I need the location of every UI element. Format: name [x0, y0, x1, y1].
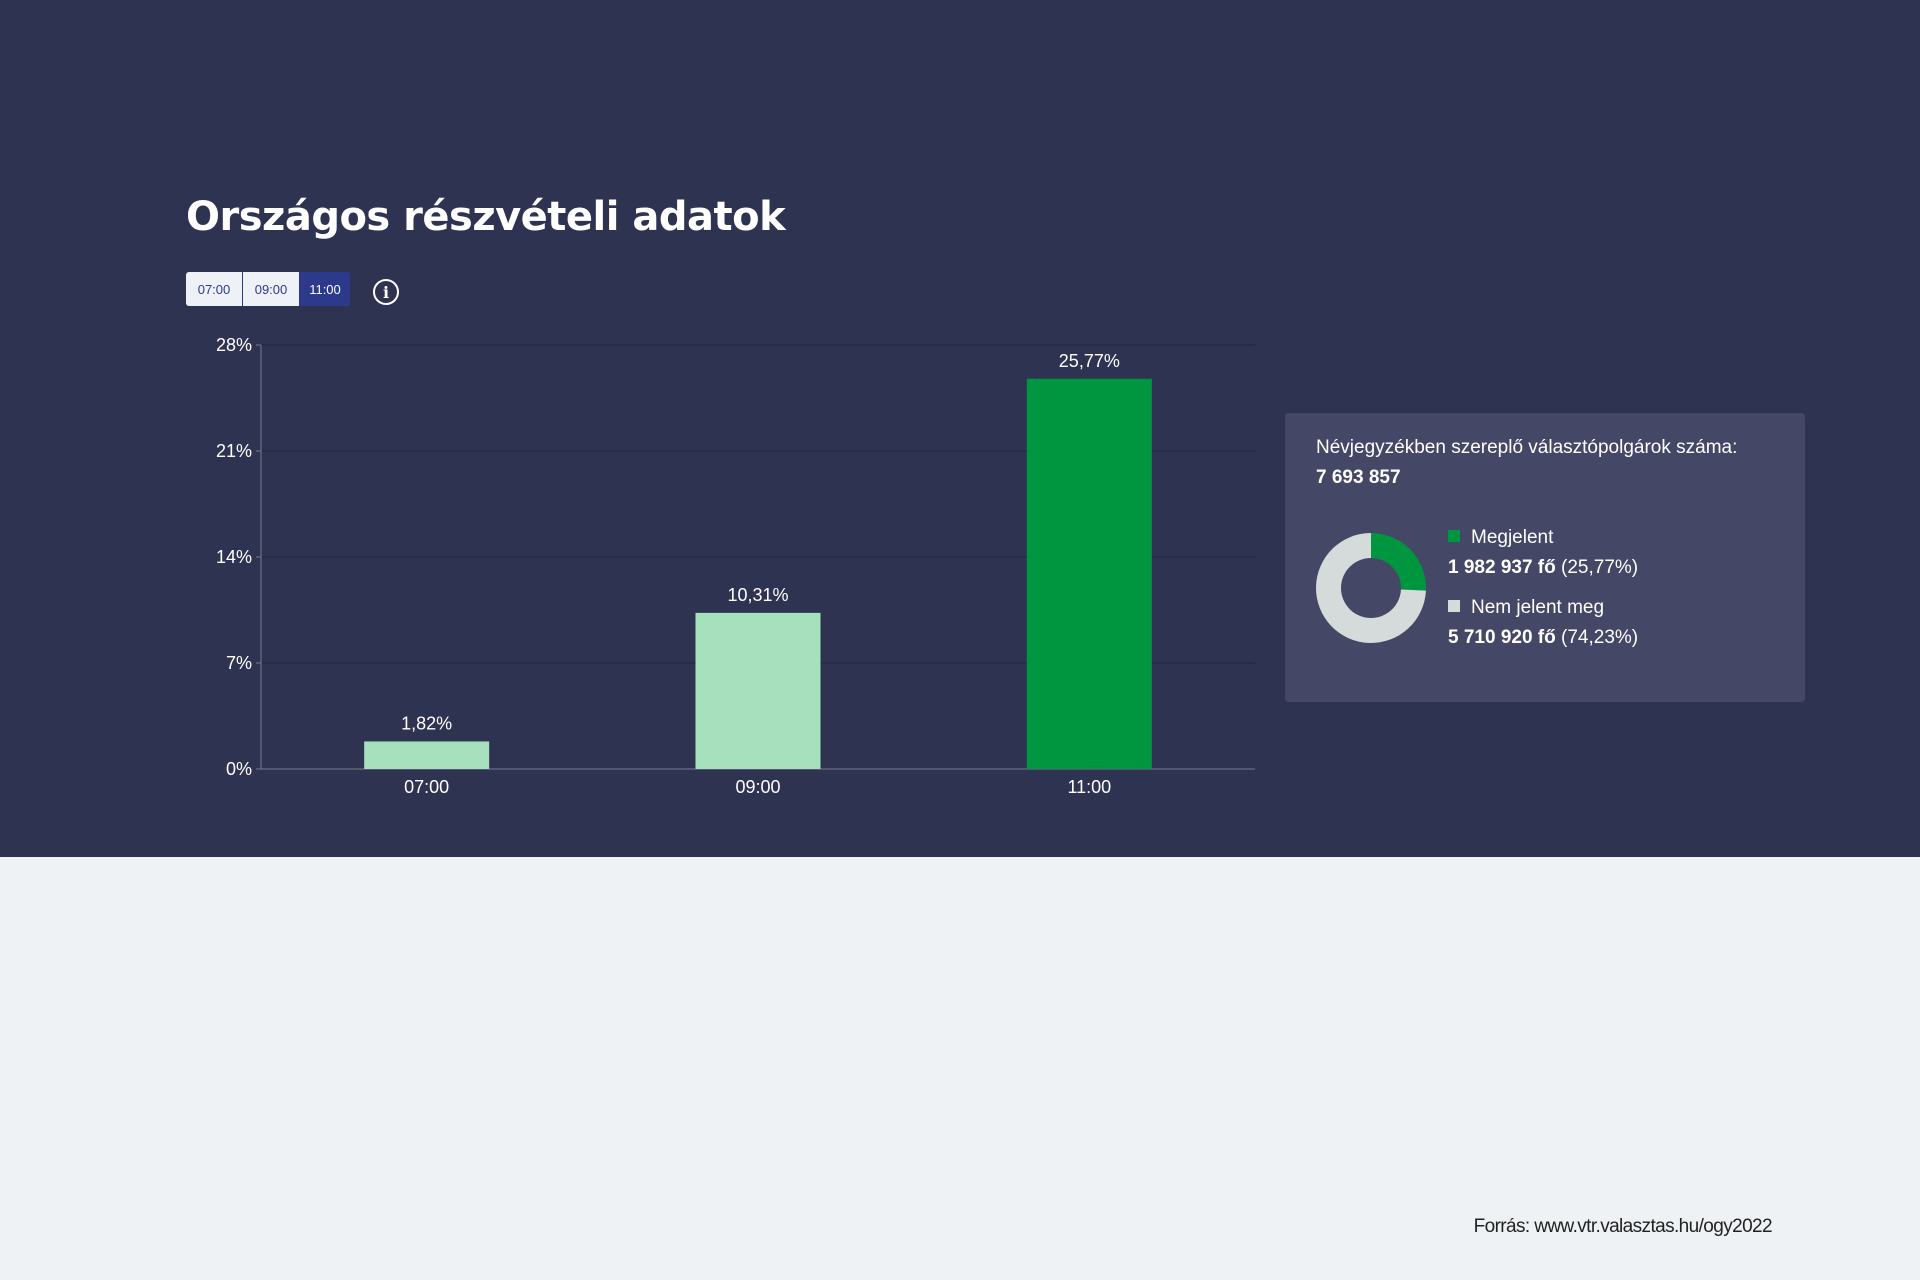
- donut-slice-0: [1371, 533, 1426, 591]
- data-label: 1,82%: [401, 713, 452, 733]
- turnout-donut: [1316, 533, 1426, 643]
- y-tick-label: 21%: [216, 441, 252, 461]
- legend-count: 1 982 937 fő: [1448, 557, 1556, 578]
- info-circle-icon[interactable]: i: [373, 279, 399, 305]
- x-tick-label: 09:00: [735, 777, 780, 797]
- legend-count: 5 710 920 fő: [1448, 627, 1556, 648]
- source-note: Forrás: www.vtr.valasztas.hu/ogy2022: [1473, 1216, 1773, 1237]
- y-tick-label: 14%: [216, 547, 252, 567]
- y-tick-label: 7%: [226, 653, 252, 673]
- y-tick-label: 28%: [216, 335, 252, 355]
- bar-0700: [364, 741, 490, 769]
- bar-1100: [1026, 378, 1152, 769]
- time-selector: 07:00 09:00 11:00: [186, 272, 350, 306]
- data-label: 10,31%: [727, 585, 788, 605]
- x-tick-label: 11:00: [1067, 777, 1111, 797]
- page-title: Országos részvételi adatok: [186, 194, 786, 240]
- legend-name: Megjelent: [1471, 527, 1554, 548]
- legend-voted: Megjelent 1 982 937 fő (25,77%): [1448, 527, 1638, 579]
- legend-pct: (25,77%): [1561, 557, 1639, 578]
- x-tick-label: 07:00: [404, 777, 449, 797]
- legend-name: Nem jelent meg: [1471, 597, 1605, 618]
- legend-not-voted: Nem jelent meg 5 710 920 fő (74,23%): [1448, 597, 1638, 649]
- voters-card: Névjegyzékben szereplő választópolgárok …: [1285, 413, 1805, 702]
- data-label: 25,77%: [1059, 351, 1120, 371]
- time-button-0700[interactable]: 07:00: [186, 272, 243, 306]
- time-button-0900[interactable]: 09:00: [243, 272, 300, 306]
- legend-pct: (74,23%): [1561, 627, 1639, 648]
- legend-swatch-voted: [1448, 530, 1460, 542]
- voters-label: Névjegyzékben szereplő választópolgárok …: [1316, 437, 1738, 458]
- voters-total: 7 693 857: [1316, 467, 1401, 488]
- legend-swatch-not-voted: [1448, 600, 1460, 612]
- donut-slice-1: [1316, 533, 1426, 643]
- turnout-bar-chart: 0% 7% 14% 21% 28% 1,82% 07:00 10,31% 09:00 25,77%…: [216, 335, 1255, 797]
- bar-0900: [695, 612, 821, 769]
- time-button-1100[interactable]: 11:00: [300, 272, 350, 306]
- y-tick-label: 0%: [226, 759, 252, 779]
